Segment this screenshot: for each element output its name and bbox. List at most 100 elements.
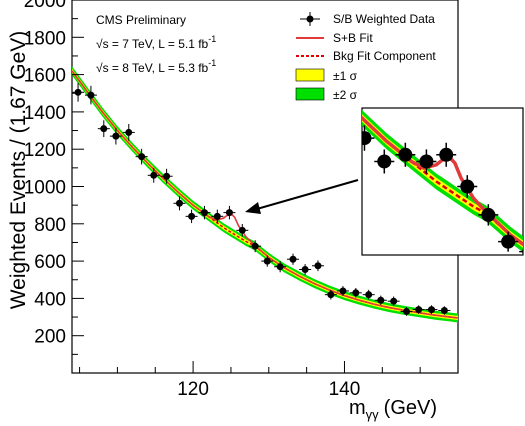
energy-line-1: √s = 7 TeV, L = 5.1 fb-1	[96, 34, 216, 51]
data-point-marker	[238, 226, 246, 234]
sb-fit-line	[72, 70, 458, 319]
fit-lines	[72, 70, 458, 319]
inset-sb-fit-line	[362, 115, 523, 247]
inset-data-point	[457, 175, 478, 198]
y-tick-label: 400	[34, 289, 66, 310]
legend-label-band1: ±1 σ	[333, 69, 358, 83]
data-point-marker	[175, 199, 183, 207]
data-point-marker	[352, 289, 360, 297]
data-point-marker	[125, 128, 133, 136]
data-point-marker	[440, 307, 448, 315]
y-tick-label: 1400	[24, 103, 66, 124]
data-point	[299, 264, 312, 275]
data-point	[425, 305, 438, 314]
data-point	[438, 306, 451, 315]
x-axis-title: mγγ (GeV)	[349, 397, 437, 422]
x-axis-title-sub: γγ	[366, 407, 380, 422]
energy-line-2: √s = 8 TeV, L = 5.3 fb-1	[96, 58, 216, 75]
experiment-label: CMS Preliminary	[96, 13, 186, 27]
data-point	[147, 167, 160, 183]
inset-data-point	[498, 231, 519, 252]
data-point-marker	[100, 125, 108, 133]
x-axis-title-unit: (GeV)	[384, 397, 437, 419]
inset-data-point	[519, 248, 523, 255]
data-point	[185, 209, 198, 224]
data-point-marker	[289, 255, 297, 263]
y-tick-label: 800	[34, 215, 66, 236]
data-point-marker	[327, 291, 335, 299]
legend-label-band2: ±2 σ	[333, 88, 358, 102]
data-point	[223, 205, 236, 220]
data-point-marker	[390, 297, 398, 305]
data-point	[349, 287, 362, 298]
data-point-marker	[150, 171, 158, 179]
y-tick-label: 600	[34, 252, 66, 273]
data-point-marker	[339, 287, 347, 295]
inset-data-marker	[439, 147, 454, 162]
energy-line-2-sup: -1	[208, 58, 216, 68]
data-point	[261, 255, 274, 267]
data-point	[362, 289, 375, 300]
data-point	[274, 261, 287, 273]
data-point	[387, 296, 400, 306]
data-point	[336, 286, 349, 296]
data-point-marker	[112, 132, 120, 140]
energy-line-2-text: √s = 8 TeV, L = 5.3 fb	[96, 61, 209, 75]
data-point-marker	[251, 242, 259, 250]
legend-band2-swatch	[295, 87, 325, 101]
data-point-marker	[428, 306, 436, 314]
data-point	[97, 120, 110, 138]
data-point	[249, 240, 262, 253]
data-points	[72, 82, 451, 316]
data-point	[122, 124, 135, 141]
y-tick-label: 200	[34, 327, 66, 348]
y-tick-label: 2000	[24, 0, 66, 12]
zoom-arrowhead	[245, 202, 261, 214]
data-point-marker	[74, 88, 82, 96]
y-axis-title: Weighted Events / (1.67 GeV)	[7, 31, 30, 310]
legend-label-data: S/B Weighted Data	[333, 12, 435, 26]
data-point	[324, 289, 337, 300]
data-point	[109, 127, 122, 145]
y-tick-label: 1200	[24, 140, 66, 161]
data-point-marker	[163, 172, 171, 180]
y-tick-label: 1000	[24, 178, 66, 199]
data-point	[211, 209, 224, 224]
data-point-marker	[377, 296, 385, 304]
data-point	[400, 307, 413, 316]
data-point-marker	[403, 307, 411, 315]
data-point	[72, 82, 85, 102]
data-point-marker	[188, 212, 196, 220]
data-point-marker	[200, 209, 208, 217]
inset-data-marker	[419, 154, 434, 169]
data-point-marker	[213, 212, 221, 220]
data-point-marker	[138, 153, 146, 161]
inset-data-marker	[481, 207, 496, 222]
inset-data-marker	[460, 179, 475, 194]
inset-data-marker	[362, 131, 372, 146]
x-axis-title-main: m	[349, 397, 366, 419]
legend-label-fit: S+B Fit	[333, 31, 373, 45]
y-tick-label: 1800	[24, 28, 66, 49]
data-point	[135, 148, 148, 165]
data-point-marker	[263, 257, 271, 265]
data-point	[84, 85, 97, 105]
energy-line-1-sup: -1	[208, 34, 216, 44]
zoom-arrow	[249, 179, 359, 212]
inset-data-point	[395, 142, 416, 167]
inset-data-marker	[398, 147, 413, 162]
legend-label-bkg: Bkg Fit Component	[333, 49, 436, 63]
inset-data-point	[374, 149, 395, 174]
data-point	[374, 295, 387, 305]
inset-data-point	[478, 204, 499, 226]
inset-data-point	[416, 149, 437, 174]
inset-plot	[362, 110, 523, 255]
data-point-marker	[415, 306, 423, 314]
data-point	[198, 205, 211, 220]
x-tick-label: 120	[177, 379, 209, 400]
data-point	[173, 196, 186, 211]
data-point	[236, 223, 249, 237]
y-tick-label: 1600	[24, 66, 66, 87]
inset-data-point	[436, 142, 457, 167]
legend: S/B Weighted Data S+B Fit Bkg Fit Compon…	[295, 12, 436, 102]
